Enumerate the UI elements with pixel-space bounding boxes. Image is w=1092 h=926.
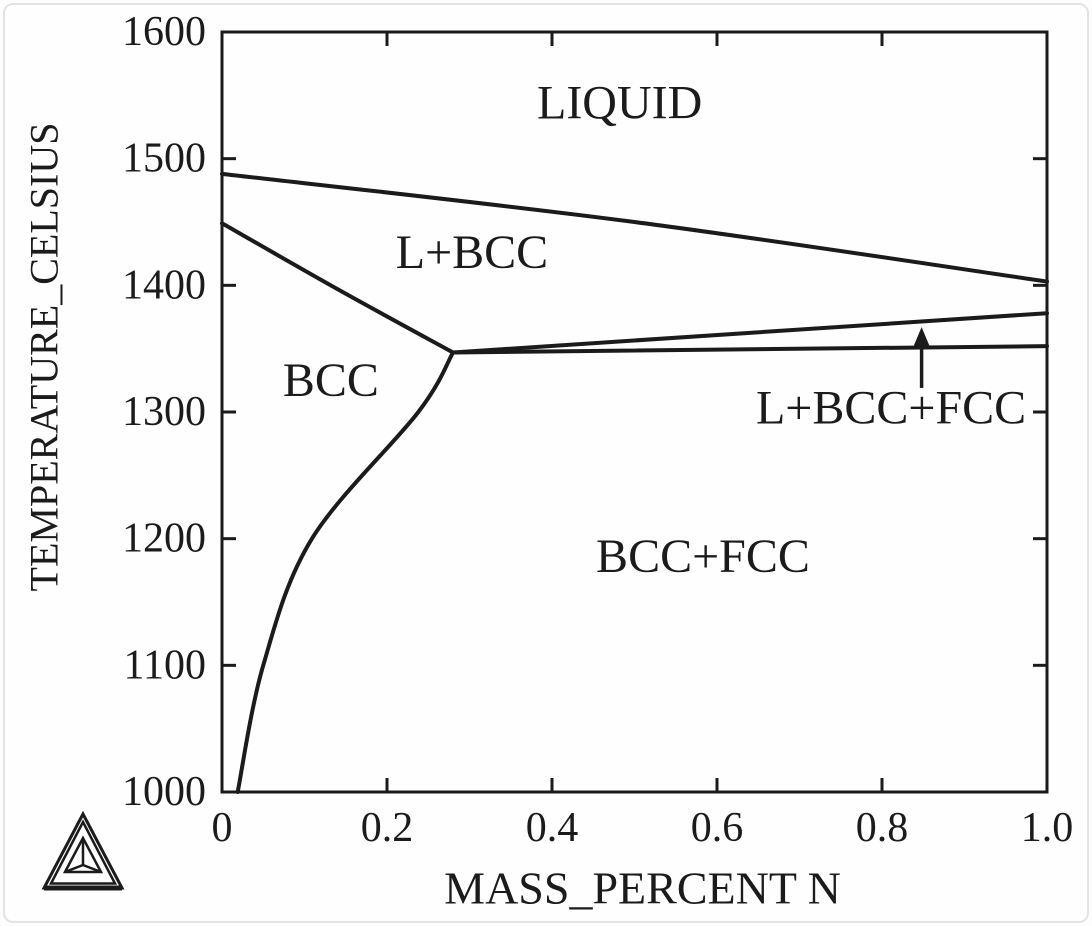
- x-tick-label: 0.2: [361, 805, 414, 851]
- series-solvus-boundary-bcc-over-bcc-plus-fcc: [235, 350, 455, 794]
- series-liquidus-boundary-liquid-over-l-plus-bcc: [220, 171, 1049, 284]
- x-tick-label: 1.0: [1021, 805, 1074, 851]
- series-three-phase-lower-boundary-l-bcc-fcc-over-bcc-plus-fcc: [451, 344, 1049, 355]
- region-label-bcc-fcc: BCC+FCC: [596, 530, 810, 583]
- region-label-l-bcc: L+BCC: [396, 226, 548, 279]
- series-solidus-boundary-bcc-over-l-plus-bcc: [220, 221, 455, 355]
- x-tick-label: 0.4: [526, 805, 579, 851]
- y-tick-label: 1000: [122, 769, 206, 815]
- region-label-l-bcc-fcc: L+BCC+FCC: [756, 382, 1026, 435]
- y-tick-label: 1200: [122, 516, 206, 562]
- y-tick-label: 1600: [122, 9, 206, 55]
- x-tick-label: 0.6: [691, 805, 744, 851]
- y-tick-label: 1300: [122, 389, 206, 435]
- y-tick-label: 1400: [122, 262, 206, 308]
- region-label-bcc: BCC: [283, 354, 379, 407]
- annotation-arrow-head: [913, 327, 930, 347]
- x-tick-label: 0: [212, 805, 233, 851]
- y-tick-label: 1100: [124, 642, 206, 688]
- thermo-calc-triangle-logo-icon: [41, 810, 125, 891]
- series-three-phase-upper-boundary-l-plus-bcc-over-l-bcc-fcc: [451, 311, 1049, 355]
- screenshot-border-frame: [3, 3, 1089, 923]
- x-axis-title: MASS_PERCENT N: [444, 863, 841, 914]
- y-axis-title: TEMPERATURE_CELSIUS: [22, 123, 67, 592]
- region-label-liquid: LIQUID: [537, 76, 702, 129]
- x-tick-label: 0.8: [856, 805, 909, 851]
- y-tick-label: 1500: [122, 136, 206, 182]
